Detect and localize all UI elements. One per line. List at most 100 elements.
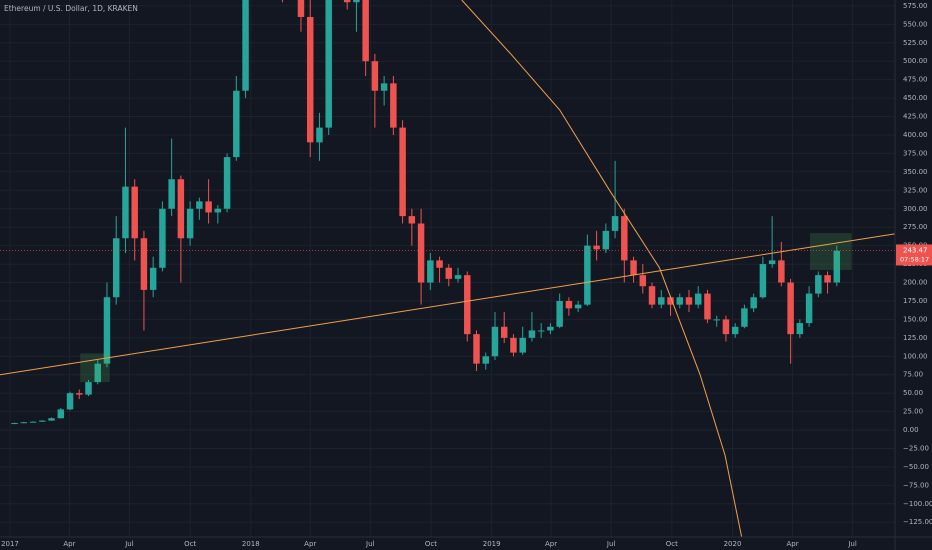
candle-body <box>676 297 683 305</box>
candle-body <box>417 223 425 283</box>
x-tick-label: Oct <box>666 540 678 548</box>
candle-body <box>602 230 610 250</box>
candle-body <box>778 260 785 283</box>
candle-body <box>510 337 517 353</box>
y-tick-label: −100.00 <box>903 500 932 508</box>
candle-body <box>796 323 804 335</box>
candle-body <box>39 420 46 422</box>
candle-body <box>667 297 674 305</box>
chart-title: Ethereum / U.S. Dollar, 1D, KRAKEN <box>4 4 138 13</box>
candle-body <box>713 319 720 321</box>
candle-body <box>685 297 693 305</box>
candle-body <box>186 208 194 239</box>
candle-body <box>621 216 628 261</box>
price-tag-label: 243.47 <box>903 246 928 254</box>
candle-body <box>149 267 157 290</box>
y-tick-label: 475.00 <box>903 76 928 84</box>
candle-body <box>297 0 305 17</box>
candle-body <box>805 293 813 324</box>
y-tick-label: 350.00 <box>903 168 928 176</box>
candle-body <box>482 356 489 364</box>
y-tick-label: −50.00 <box>903 463 929 471</box>
candle-body <box>464 275 471 335</box>
candle-body <box>205 201 212 213</box>
candle-body <box>66 393 74 410</box>
candle-body <box>741 308 748 327</box>
candle-body <box>103 297 111 364</box>
candle-body <box>427 260 434 283</box>
x-tick-label: Jul <box>124 540 134 548</box>
candle-body <box>750 297 757 309</box>
candle-body <box>593 245 600 250</box>
candle-body <box>306 16 314 143</box>
candle-body <box>85 382 92 395</box>
y-tick-label: 400.00 <box>903 131 928 139</box>
candle-body <box>519 337 526 353</box>
candle-body <box>704 293 711 320</box>
candle-body <box>242 0 249 91</box>
candle-body <box>639 275 647 287</box>
candle-body <box>362 0 369 62</box>
candle-body <box>343 0 351 3</box>
candle-body <box>233 90 240 158</box>
candle-body <box>584 245 591 305</box>
candle-body <box>48 418 55 421</box>
candle-body <box>547 326 554 331</box>
candle-body <box>537 330 545 332</box>
candle-body <box>824 275 831 283</box>
y-tick-label: 50.00 <box>903 389 923 397</box>
y-tick-label: 100.00 <box>903 352 928 360</box>
x-tick-label: 2017 <box>1 540 19 548</box>
candle-body <box>57 409 65 419</box>
candle-body <box>815 275 822 294</box>
candle-body <box>454 275 462 279</box>
y-tick-label: 375.00 <box>903 149 928 157</box>
countdown-label: 07:58:17 <box>900 255 929 263</box>
x-tick-label: Apr <box>63 540 75 548</box>
candle-body <box>159 208 166 268</box>
grid <box>0 0 895 537</box>
candle-body <box>29 421 37 423</box>
candle-body <box>223 157 231 209</box>
candle-body <box>214 208 222 213</box>
x-tick-label: Jul <box>606 540 616 548</box>
candle-body <box>436 260 443 268</box>
candle-body <box>473 334 480 364</box>
candle-body <box>390 83 397 128</box>
candle-body <box>408 216 416 224</box>
candle-body <box>556 300 563 327</box>
candle-body <box>76 393 83 395</box>
x-tick-label: Apr <box>786 540 798 548</box>
candle-body <box>500 326 508 338</box>
y-tick-label: 25.00 <box>903 408 923 416</box>
candle-body <box>787 282 794 335</box>
x-tick-label: Oct <box>184 540 196 548</box>
candle-body <box>658 297 665 305</box>
candle-body <box>11 423 18 425</box>
price-tag <box>896 244 932 266</box>
candle-body <box>140 238 148 290</box>
candle-body <box>722 319 730 335</box>
candle-body <box>611 216 619 231</box>
y-tick-label: 275.00 <box>903 223 928 231</box>
candle-body <box>574 304 582 309</box>
y-tick-label: −125.00 <box>903 518 932 526</box>
candle-body <box>112 238 120 298</box>
y-tick-label: 125.00 <box>903 334 928 342</box>
candle-body <box>731 326 739 335</box>
candle-body <box>565 300 573 309</box>
x-tick-label: Apr <box>545 540 557 548</box>
y-tick-label: −75.00 <box>903 481 929 489</box>
candle-body <box>491 326 499 357</box>
y-tick-label: 525.00 <box>903 39 928 47</box>
candle-body <box>759 264 767 298</box>
candle-body <box>168 179 175 209</box>
y-tick-label: 550.00 <box>903 20 928 28</box>
y-tick-label: 175.00 <box>903 297 928 305</box>
candle-body <box>768 260 776 265</box>
x-tick-label: Jul <box>847 540 857 548</box>
plot-area <box>0 0 895 537</box>
x-tick-label: 2018 <box>242 540 260 548</box>
